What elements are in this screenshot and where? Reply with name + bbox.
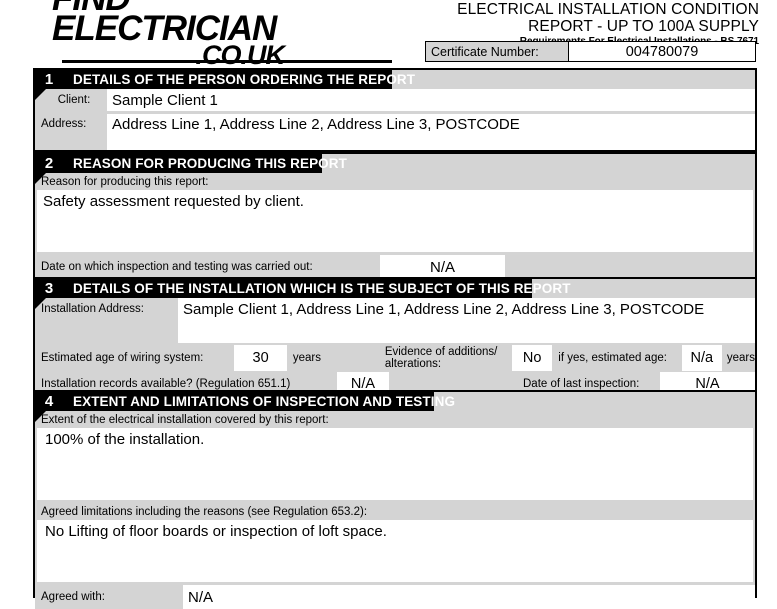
- client-row: Client: Sample Client 1: [35, 89, 755, 111]
- installation-address-row: Installation Address: Sample Client 1, A…: [35, 298, 755, 343]
- agreed-with-label: Agreed with:: [35, 585, 183, 609]
- certificate-number-row: Certificate Number: 004780079: [425, 41, 756, 62]
- section-3-number: 3: [35, 279, 63, 309]
- section-2-header: REASON FOR PRODUCING THIS REPORT 2: [35, 154, 755, 184]
- wiring-age-row: Estimated age of wiring system: 30 years…: [35, 345, 755, 371]
- estimated-age-value[interactable]: 30: [234, 345, 287, 371]
- evidence-alterations-value[interactable]: No: [512, 345, 553, 371]
- last-inspection-label: Date of last inspection:: [523, 372, 660, 395]
- section-3-installation-details: DETAILS OF THE INSTALLATION WHICH IS THE…: [33, 277, 757, 397]
- section-4-header: EXTENT AND LIMITATIONS OF INSPECTION AND…: [35, 392, 755, 422]
- address-label: Address:: [35, 114, 107, 150]
- certificate-number-label: Certificate Number:: [431, 44, 539, 59]
- company-logo: FIND ELECTRICIAN .CO.UK: [52, 0, 392, 71]
- section-4-extent-limitations: EXTENT AND LIMITATIONS OF INSPECTION AND…: [33, 390, 757, 609]
- inspection-date-value[interactable]: N/A: [380, 255, 505, 279]
- section-3-title: DETAILS OF THE INSTALLATION WHICH IS THE…: [35, 279, 570, 298]
- reason-label: Reason for producing this report:: [35, 173, 755, 190]
- row-divider: [35, 111, 755, 114]
- extent-value[interactable]: 100% of the installation.: [37, 428, 753, 500]
- document-header: FIND ELECTRICIAN .CO.UK ELECTRICAL INSTA…: [0, 0, 777, 71]
- records-inspection-row: Installation records available? (Regulat…: [35, 372, 755, 395]
- section-1-header: DETAILS OF THE PERSON ORDERING THE REPOR…: [35, 70, 755, 100]
- section-2-title: REASON FOR PRODUCING THIS REPORT: [35, 154, 347, 173]
- section-4-title: EXTENT AND LIMITATIONS OF INSPECTION AND…: [35, 392, 455, 411]
- reason-value[interactable]: Safety assessment requested by client.: [37, 190, 753, 252]
- records-available-value[interactable]: N/A: [337, 372, 389, 395]
- if-yes-estimated-age-value[interactable]: N/a: [681, 345, 722, 371]
- section-4-number: 4: [35, 392, 63, 422]
- inspection-date-row: Date on which inspection and testing was…: [35, 255, 755, 279]
- certificate-number-value[interactable]: 004780079: [568, 42, 755, 61]
- address-value[interactable]: Address Line 1, Address Line 2, Address …: [107, 114, 755, 150]
- logo-line-couk: .CO.UK: [195, 40, 286, 71]
- row-spacer: [505, 255, 755, 279]
- client-value[interactable]: Sample Client 1: [107, 89, 755, 111]
- logo-line-find: FIND: [52, 0, 392, 16]
- limitations-label: Agreed limitations including the reasons…: [35, 503, 755, 520]
- section-2-reason: REASON FOR PRODUCING THIS REPORT 2 Reaso…: [33, 152, 757, 281]
- limitations-value[interactable]: No Lifting of floor boards or inspection…: [37, 520, 753, 582]
- report-title-line-1: ELECTRICAL INSTALLATION CONDITION: [457, 1, 759, 18]
- agreed-with-row: Agreed with: N/A: [35, 585, 755, 609]
- if-yes-estimated-age-label: if yes, estimated age:: [552, 345, 682, 371]
- section-3-header: DETAILS OF THE INSTALLATION WHICH IS THE…: [35, 279, 755, 309]
- inspection-date-label: Date on which inspection and testing was…: [35, 255, 380, 279]
- section-2-number: 2: [35, 154, 63, 184]
- estimated-age-label: Estimated age of wiring system:: [35, 345, 235, 371]
- last-inspection-value[interactable]: N/A: [660, 372, 755, 395]
- client-label: Client:: [35, 89, 107, 111]
- row-spacer: [389, 372, 523, 395]
- logo-line-electrician: ELECTRICIAN: [52, 9, 277, 49]
- installation-address-value[interactable]: Sample Client 1, Address Line 1, Address…: [178, 298, 755, 343]
- evidence-alterations-label: Evidence of additions/ alterations:: [382, 345, 513, 371]
- section-1-number: 1: [35, 70, 63, 100]
- records-available-label: Installation records available? (Regulat…: [35, 372, 337, 395]
- agreed-with-value[interactable]: N/A: [183, 585, 755, 609]
- if-yes-estimated-age-units: years: [721, 345, 755, 371]
- report-title-line-2: REPORT - UP TO 100A SUPPLY: [528, 17, 759, 35]
- address-row: Address: Address Line 1, Address Line 2,…: [35, 114, 755, 150]
- extent-label: Extent of the electrical installation co…: [35, 411, 755, 428]
- estimated-age-units: years: [286, 345, 383, 371]
- logo-underline: [62, 60, 392, 63]
- section-1-title: DETAILS OF THE PERSON ORDERING THE REPOR…: [35, 70, 415, 89]
- section-1-person-ordering: DETAILS OF THE PERSON ORDERING THE REPOR…: [33, 68, 757, 152]
- installation-address-label: Installation Address:: [35, 298, 178, 343]
